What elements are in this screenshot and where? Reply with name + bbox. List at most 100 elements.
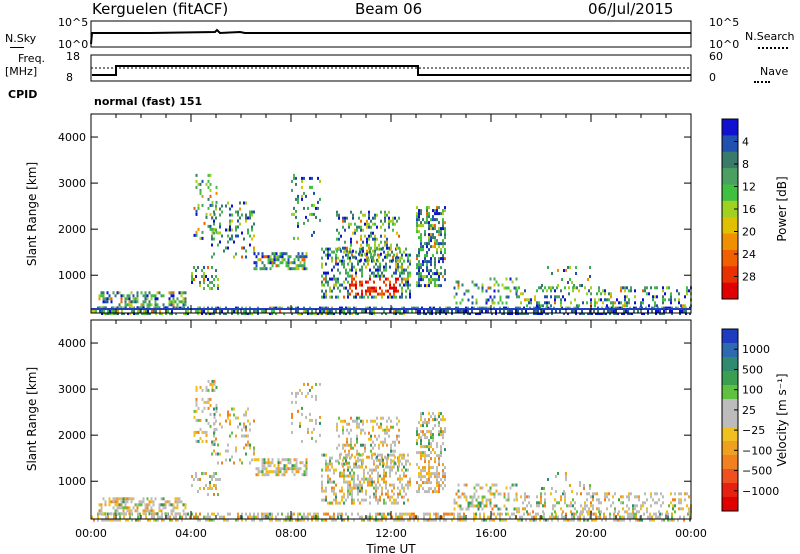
echo-cell [311, 430, 313, 434]
echo-cell [422, 475, 424, 479]
echo-cell [353, 277, 355, 281]
echo-cell [379, 274, 381, 278]
echo-cell [473, 495, 476, 499]
echo-cell [604, 298, 606, 302]
echo-cell [323, 498, 325, 502]
echo-cell [369, 274, 371, 278]
echo-cell [333, 274, 335, 278]
echo-cell [370, 443, 372, 447]
date-title: 06/Jul/2015 [588, 0, 674, 18]
echo-cell [364, 222, 366, 226]
echo-cell [335, 492, 337, 496]
echo-cell [399, 271, 401, 275]
echo-cell [215, 216, 217, 220]
echo-cell [128, 303, 131, 307]
echo-cell [239, 216, 241, 220]
echo-cell [426, 251, 428, 255]
echo-cell [203, 309, 205, 313]
colorbar-tick-label: −100 [742, 444, 772, 457]
echo-cell [463, 512, 465, 516]
echo-cell [182, 306, 185, 310]
echo-cell [379, 474, 381, 478]
echo-cell [176, 500, 179, 504]
echo-cell [432, 272, 434, 276]
echo-cell [329, 247, 331, 251]
echo-cell [376, 246, 378, 250]
echo-cell [624, 286, 626, 290]
colorbar-cell [722, 497, 738, 512]
echo-cell [215, 185, 218, 189]
echo-cell [191, 278, 193, 281]
echo-cell [219, 413, 221, 417]
echo-cell [333, 250, 335, 254]
echo-cell [265, 512, 267, 516]
echo-cell [630, 289, 632, 293]
echo-cell [580, 492, 582, 496]
echo-cell [379, 498, 381, 502]
echo-cell [363, 474, 365, 478]
echo-cell [325, 495, 327, 499]
echo-cell [388, 216, 390, 220]
echo-cell [541, 309, 543, 313]
echo-cell [674, 498, 676, 502]
echo-cell [477, 504, 480, 508]
echo-cell [339, 283, 341, 287]
echo-cell [339, 512, 341, 516]
echo-cell [393, 283, 395, 287]
echo-cell [391, 274, 393, 278]
echo-cell [654, 295, 656, 299]
echo-cell [123, 312, 125, 315]
echo-cell [207, 388, 210, 392]
echo-cell [303, 258, 306, 262]
echo-cell [370, 419, 372, 423]
echo-cell [600, 510, 602, 514]
echo-cell [491, 492, 494, 496]
echo-cell [393, 295, 395, 299]
echo-cell [405, 483, 407, 487]
echo-cell [126, 497, 129, 501]
echo-cell [347, 465, 349, 469]
echo-cell [426, 215, 428, 219]
echo-cell [333, 286, 335, 290]
echo-cell [249, 443, 251, 447]
echo-cell [176, 297, 179, 301]
echo-cell [213, 440, 215, 444]
echo-cell [347, 271, 349, 275]
echo-cell [351, 289, 353, 293]
echo-cell [471, 498, 474, 502]
echo-cell [361, 265, 363, 269]
echo-cell [654, 501, 656, 505]
echo-cell [656, 286, 658, 290]
echo-cell [416, 427, 418, 431]
echo-cell [624, 510, 626, 514]
echo-cell [364, 431, 366, 435]
echo-cell [213, 427, 216, 431]
echo-cell [361, 280, 363, 284]
echo-cell [275, 467, 278, 471]
echo-cell [434, 475, 436, 479]
echo-cell [634, 295, 636, 299]
echo-cell [467, 501, 470, 505]
echo-cell [683, 518, 685, 522]
echo-cell [628, 492, 630, 496]
echo-cell [197, 518, 199, 522]
echo-cell [398, 216, 400, 220]
echo-cell [405, 468, 407, 472]
echo-cell [401, 289, 403, 293]
echo-cell [365, 280, 367, 284]
echo-cell [560, 304, 562, 308]
echo-cell [434, 263, 436, 267]
echo-cell [321, 480, 323, 484]
echo-cell [436, 484, 438, 488]
echo-cell [434, 284, 436, 288]
echo-cell [359, 295, 361, 299]
freq-tick-bottom: 8 [66, 71, 73, 84]
echo-cell [551, 518, 553, 522]
echo-cell [463, 292, 466, 296]
echo-cell [397, 262, 399, 266]
colorbar-tick-label: 8 [742, 158, 749, 171]
echo-cell [357, 486, 359, 490]
echo-cell [610, 295, 612, 299]
echo-cell [349, 486, 351, 490]
echo-cell [295, 264, 298, 268]
